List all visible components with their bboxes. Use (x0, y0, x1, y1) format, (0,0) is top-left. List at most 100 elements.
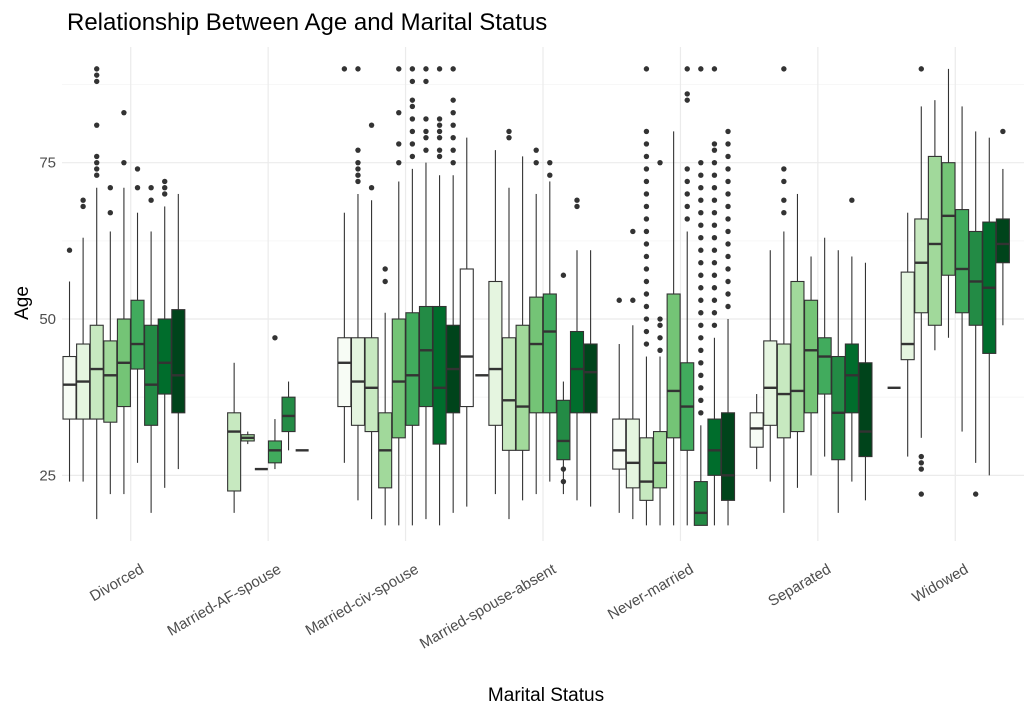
outlier-point (711, 172, 718, 178)
outlier-point (134, 166, 141, 172)
box-widowed (982, 137, 997, 476)
outlier-point (66, 247, 73, 253)
outlier-point (643, 291, 650, 297)
box-body (790, 280, 805, 433)
box-separated (844, 197, 859, 482)
box-divorced (171, 193, 186, 470)
outlier-point (657, 347, 663, 353)
outlier-point (657, 335, 663, 341)
box-married-spouse-absent (556, 272, 571, 495)
box-married-civ-spouse (378, 266, 393, 526)
outlier-point (368, 184, 375, 191)
outlier-point (450, 147, 456, 153)
box-body (693, 481, 708, 526)
box-separated (858, 262, 873, 501)
outlier-point (711, 310, 718, 316)
outlier-point (355, 166, 361, 172)
outlier-point (272, 335, 278, 341)
box-married-civ-spouse (418, 66, 434, 520)
box-body (858, 362, 873, 458)
outlier-point (849, 197, 855, 203)
outlier-point (94, 78, 100, 85)
outlier-point (643, 266, 650, 272)
box-body (556, 399, 571, 461)
outlier-point (423, 78, 429, 85)
box-body (62, 355, 77, 420)
outlier-point (781, 166, 787, 172)
outlier-point (684, 66, 690, 72)
outlier-point (560, 466, 567, 472)
outlier-point (574, 197, 580, 203)
outlier-point (162, 191, 168, 197)
outlier-point (698, 360, 704, 366)
outlier-point (450, 97, 456, 103)
outlier-point (574, 203, 580, 210)
outlier-point (94, 153, 100, 160)
y-tick-label: 50 (39, 311, 56, 328)
outlier-point (409, 141, 416, 147)
outlier-point (409, 97, 416, 103)
outlier-point (423, 147, 429, 153)
box-body (583, 343, 598, 414)
outlier-point (1000, 128, 1006, 135)
outlier-point (711, 210, 718, 216)
outlier-point (711, 141, 718, 147)
outlier-point (698, 347, 704, 353)
x-tick-label: Never-married (605, 561, 697, 624)
box-body (144, 324, 159, 426)
x-tick-label: Separated (765, 561, 833, 610)
box-married-civ-spouse (337, 66, 352, 463)
outlier-point (355, 159, 361, 166)
outlier-point (643, 166, 650, 172)
outlier-point (107, 184, 114, 191)
outlier-point (711, 322, 718, 328)
outlier-point (643, 203, 650, 210)
outlier-point (698, 222, 704, 228)
box-body (171, 309, 186, 414)
x-tick-label: Divorced (87, 561, 147, 605)
outlier-point (698, 285, 704, 291)
outlier-point (698, 172, 704, 178)
outlier-point (711, 159, 718, 166)
outlier-point (711, 285, 718, 291)
outlier-point (134, 184, 141, 191)
outlier-point (643, 316, 650, 322)
box-body (666, 293, 681, 439)
outlier-point (423, 116, 429, 122)
box-body (914, 218, 929, 314)
outlier-point (643, 253, 650, 260)
outlier-point (698, 235, 704, 241)
outlier-point (560, 478, 567, 485)
box-widowed (914, 66, 929, 497)
outlier-point (560, 272, 567, 278)
box-separated (804, 256, 819, 476)
box-body (405, 312, 420, 426)
x-tick-label: Widowed (909, 561, 971, 607)
outlier-point (368, 122, 375, 128)
x-tick-label: Married-civ-spouse (303, 561, 422, 639)
box-divorced (157, 178, 172, 488)
outlier-point (684, 166, 690, 172)
outlier-point (698, 322, 704, 328)
box-divorced (103, 184, 118, 495)
outlier-point (643, 216, 650, 222)
box-body (267, 440, 282, 464)
outlier-point (711, 66, 718, 72)
outlier-point (684, 191, 690, 197)
box-body (941, 162, 956, 276)
outlier-point (80, 203, 86, 210)
outlier-point (684, 97, 690, 103)
outlier-point (355, 178, 361, 185)
outlier-point (698, 210, 704, 216)
outlier-point (643, 141, 650, 147)
outlier-point (725, 253, 731, 260)
outlier-point (162, 178, 168, 185)
box-never-married (666, 131, 681, 526)
outlier-point (698, 385, 704, 391)
outlier-point (423, 66, 429, 72)
outlier-point (382, 266, 388, 272)
outlier-point (725, 303, 731, 310)
outlier-point (657, 159, 663, 166)
box-married-civ-spouse (405, 66, 420, 526)
